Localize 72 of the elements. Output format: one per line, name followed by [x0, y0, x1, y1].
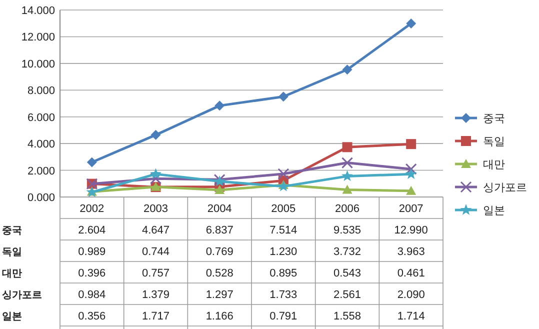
- x-tick-label: 2007: [398, 202, 424, 215]
- point: [150, 168, 162, 179]
- data-label: 0.895: [270, 267, 298, 280]
- data-label: 0.543: [333, 267, 362, 280]
- point: [278, 168, 290, 180]
- data-label: 1.297: [206, 288, 234, 301]
- data-label: 1.558: [333, 310, 362, 322]
- point: [405, 163, 417, 175]
- point: [342, 184, 352, 194]
- x-tick-label: 2006: [335, 202, 360, 215]
- x-tick-label: 2002: [80, 202, 104, 215]
- legend-label: 대만: [483, 159, 505, 171]
- data-label: 0.989: [78, 246, 106, 258]
- data-label: 0.528: [206, 267, 234, 280]
- y-tick-label: 8.000: [27, 85, 55, 98]
- point: [342, 142, 352, 152]
- data-label: 0.769: [206, 246, 234, 258]
- legend-label: 중국: [483, 113, 505, 125]
- data-label: 0.356: [78, 310, 106, 322]
- point: [405, 168, 417, 179]
- data-label: 1.166: [206, 310, 234, 322]
- text: 싱가포르: [2, 290, 42, 301]
- text: 중국: [2, 225, 22, 236]
- data-label: 9.535: [333, 224, 362, 236]
- data-label: 0.984: [78, 288, 106, 301]
- y-tick-label: 14.000: [21, 5, 55, 17]
- point: [342, 170, 353, 182]
- x-tick-label: 2004: [207, 202, 232, 215]
- text: 대만: [2, 268, 22, 280]
- y-tick-label: 10.000: [21, 58, 55, 70]
- text: 독일: [2, 246, 22, 258]
- legend-label: 독일: [483, 136, 505, 148]
- data-label: 7.514: [270, 224, 298, 236]
- text: 일본: [2, 311, 22, 322]
- data-label: 12.990: [394, 224, 428, 236]
- data-label: 2.090: [397, 288, 425, 301]
- point: [406, 186, 416, 195]
- y-tick-label: 0.000: [27, 192, 55, 204]
- point: [86, 157, 97, 168]
- point: [150, 130, 161, 140]
- data-label: 3.732: [333, 246, 362, 258]
- data-label: 0.791: [270, 310, 298, 322]
- data-label: 2.561: [333, 288, 362, 301]
- data-label: 0.461: [397, 267, 425, 280]
- data-label: 1.230: [270, 246, 298, 258]
- point: [214, 100, 225, 111]
- y-tick-label: 4.000: [27, 138, 55, 151]
- data-label: 1.714: [397, 310, 425, 322]
- x-tick-label: 2003: [144, 202, 168, 215]
- data-label: 0.744: [142, 246, 170, 258]
- point: [406, 18, 416, 28]
- data-label: 4.647: [142, 224, 170, 236]
- x-tick-label: 2005: [271, 202, 296, 215]
- data-label: 0.757: [142, 267, 170, 280]
- data-label: 0.396: [78, 267, 106, 280]
- data-label: 1.379: [142, 288, 170, 301]
- data-label: 2.604: [78, 224, 106, 236]
- point: [150, 172, 162, 184]
- point: [406, 139, 416, 150]
- data-label: 1.717: [142, 310, 170, 322]
- point: [214, 184, 225, 194]
- y-tick-label: 2.000: [27, 165, 55, 178]
- data-label: 1.733: [270, 288, 298, 301]
- legend-label: 싱가포르: [483, 182, 527, 194]
- y-tick-label: 12.000: [21, 32, 55, 44]
- point: [342, 64, 352, 75]
- y-tick-label: 6.000: [27, 112, 55, 124]
- point: [342, 157, 353, 169]
- point: [278, 92, 288, 102]
- data-label: 6.837: [206, 224, 234, 236]
- data-label: 3.963: [397, 246, 425, 258]
- legend-label: 일본: [483, 205, 505, 217]
